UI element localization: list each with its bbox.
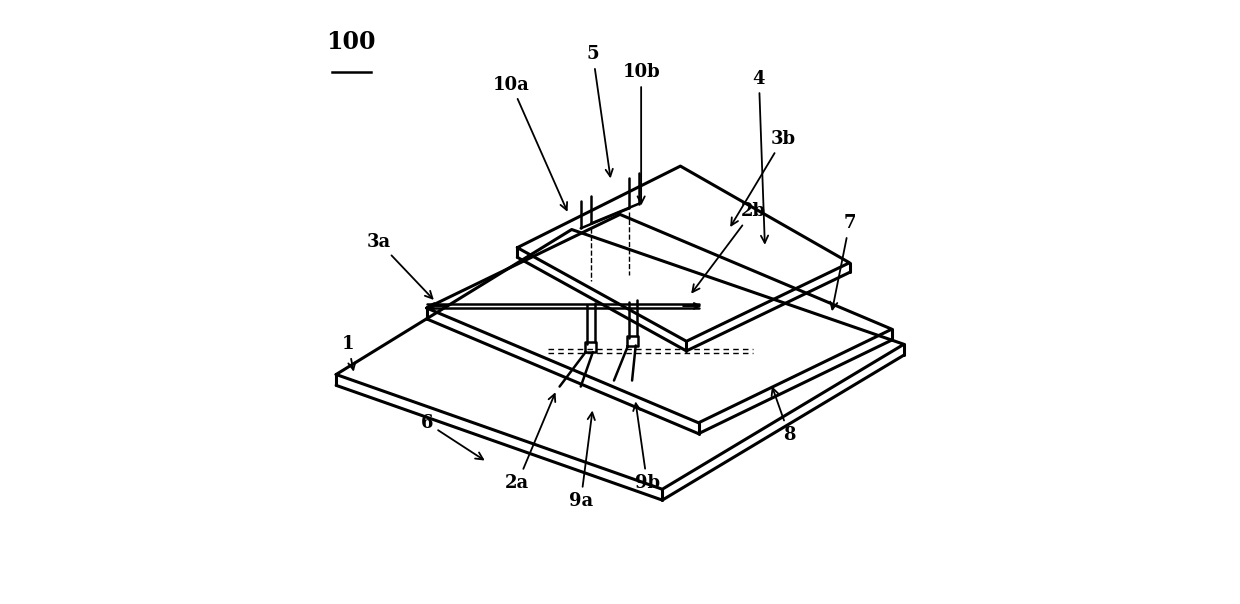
Text: 4: 4 — [753, 69, 768, 243]
Text: 3b: 3b — [732, 130, 796, 225]
Text: 6: 6 — [420, 414, 484, 460]
Text: 1: 1 — [342, 335, 356, 370]
Text: 3a: 3a — [366, 233, 433, 298]
Text: 8: 8 — [771, 388, 795, 444]
Text: 7: 7 — [831, 214, 856, 309]
Text: 10b: 10b — [622, 63, 660, 204]
Text: 10a: 10a — [494, 76, 567, 210]
Text: 2b: 2b — [692, 202, 765, 292]
Text: 5: 5 — [587, 45, 613, 176]
Text: 9a: 9a — [569, 413, 595, 510]
Text: 100: 100 — [326, 30, 376, 54]
Text: 9b: 9b — [634, 403, 660, 492]
Text: 2a: 2a — [505, 394, 556, 492]
